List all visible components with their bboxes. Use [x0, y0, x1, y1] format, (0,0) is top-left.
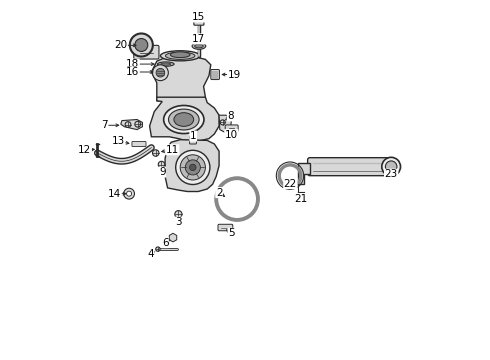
FancyBboxPatch shape — [211, 69, 220, 80]
Circle shape — [158, 161, 165, 168]
Text: 10: 10 — [225, 130, 238, 140]
Circle shape — [386, 161, 397, 172]
Circle shape — [123, 188, 134, 199]
Polygon shape — [121, 120, 143, 130]
Circle shape — [156, 68, 165, 77]
Text: 21: 21 — [294, 194, 308, 204]
Text: 15: 15 — [192, 12, 205, 22]
Ellipse shape — [185, 160, 200, 175]
FancyBboxPatch shape — [132, 141, 146, 147]
Ellipse shape — [174, 113, 194, 126]
Ellipse shape — [164, 105, 204, 134]
Text: 22: 22 — [284, 179, 297, 189]
FancyBboxPatch shape — [134, 45, 159, 59]
Text: 16: 16 — [126, 67, 139, 77]
Ellipse shape — [157, 62, 174, 66]
Ellipse shape — [195, 44, 203, 48]
Circle shape — [152, 150, 159, 156]
Text: 3: 3 — [175, 217, 182, 227]
Circle shape — [135, 121, 141, 127]
FancyBboxPatch shape — [218, 224, 233, 231]
Text: 7: 7 — [101, 120, 108, 130]
Circle shape — [220, 120, 225, 125]
Circle shape — [156, 247, 160, 251]
Polygon shape — [298, 163, 310, 184]
Ellipse shape — [160, 51, 200, 61]
Text: 5: 5 — [228, 228, 235, 238]
Text: 23: 23 — [385, 169, 398, 179]
Text: 6: 6 — [162, 238, 169, 248]
Circle shape — [125, 122, 131, 127]
FancyBboxPatch shape — [190, 136, 196, 144]
Text: 14: 14 — [108, 189, 122, 199]
Circle shape — [126, 191, 132, 196]
Circle shape — [130, 33, 153, 57]
Ellipse shape — [180, 155, 205, 180]
Text: 13: 13 — [112, 136, 125, 147]
Text: 2: 2 — [216, 188, 222, 198]
Ellipse shape — [171, 52, 190, 58]
Circle shape — [175, 211, 182, 218]
Text: 20: 20 — [114, 40, 127, 50]
Text: 18: 18 — [126, 59, 139, 69]
Text: 9: 9 — [159, 167, 166, 177]
Ellipse shape — [169, 109, 199, 130]
Polygon shape — [219, 115, 231, 132]
Circle shape — [135, 39, 148, 51]
Text: 4: 4 — [147, 249, 154, 259]
Text: 8: 8 — [227, 111, 234, 121]
Ellipse shape — [190, 164, 196, 171]
FancyBboxPatch shape — [194, 19, 204, 25]
Ellipse shape — [176, 150, 210, 184]
Ellipse shape — [166, 52, 195, 59]
Text: 1: 1 — [190, 131, 196, 141]
Text: 11: 11 — [166, 145, 179, 155]
Text: 12: 12 — [78, 145, 92, 155]
Text: 17: 17 — [192, 34, 205, 44]
Polygon shape — [165, 140, 219, 192]
Polygon shape — [151, 56, 211, 101]
Circle shape — [152, 65, 169, 81]
Circle shape — [382, 157, 400, 176]
Polygon shape — [149, 97, 219, 141]
Ellipse shape — [192, 43, 206, 49]
Text: 19: 19 — [227, 69, 241, 80]
Ellipse shape — [161, 63, 171, 65]
FancyBboxPatch shape — [308, 158, 395, 176]
FancyBboxPatch shape — [225, 125, 238, 131]
Polygon shape — [169, 233, 177, 242]
